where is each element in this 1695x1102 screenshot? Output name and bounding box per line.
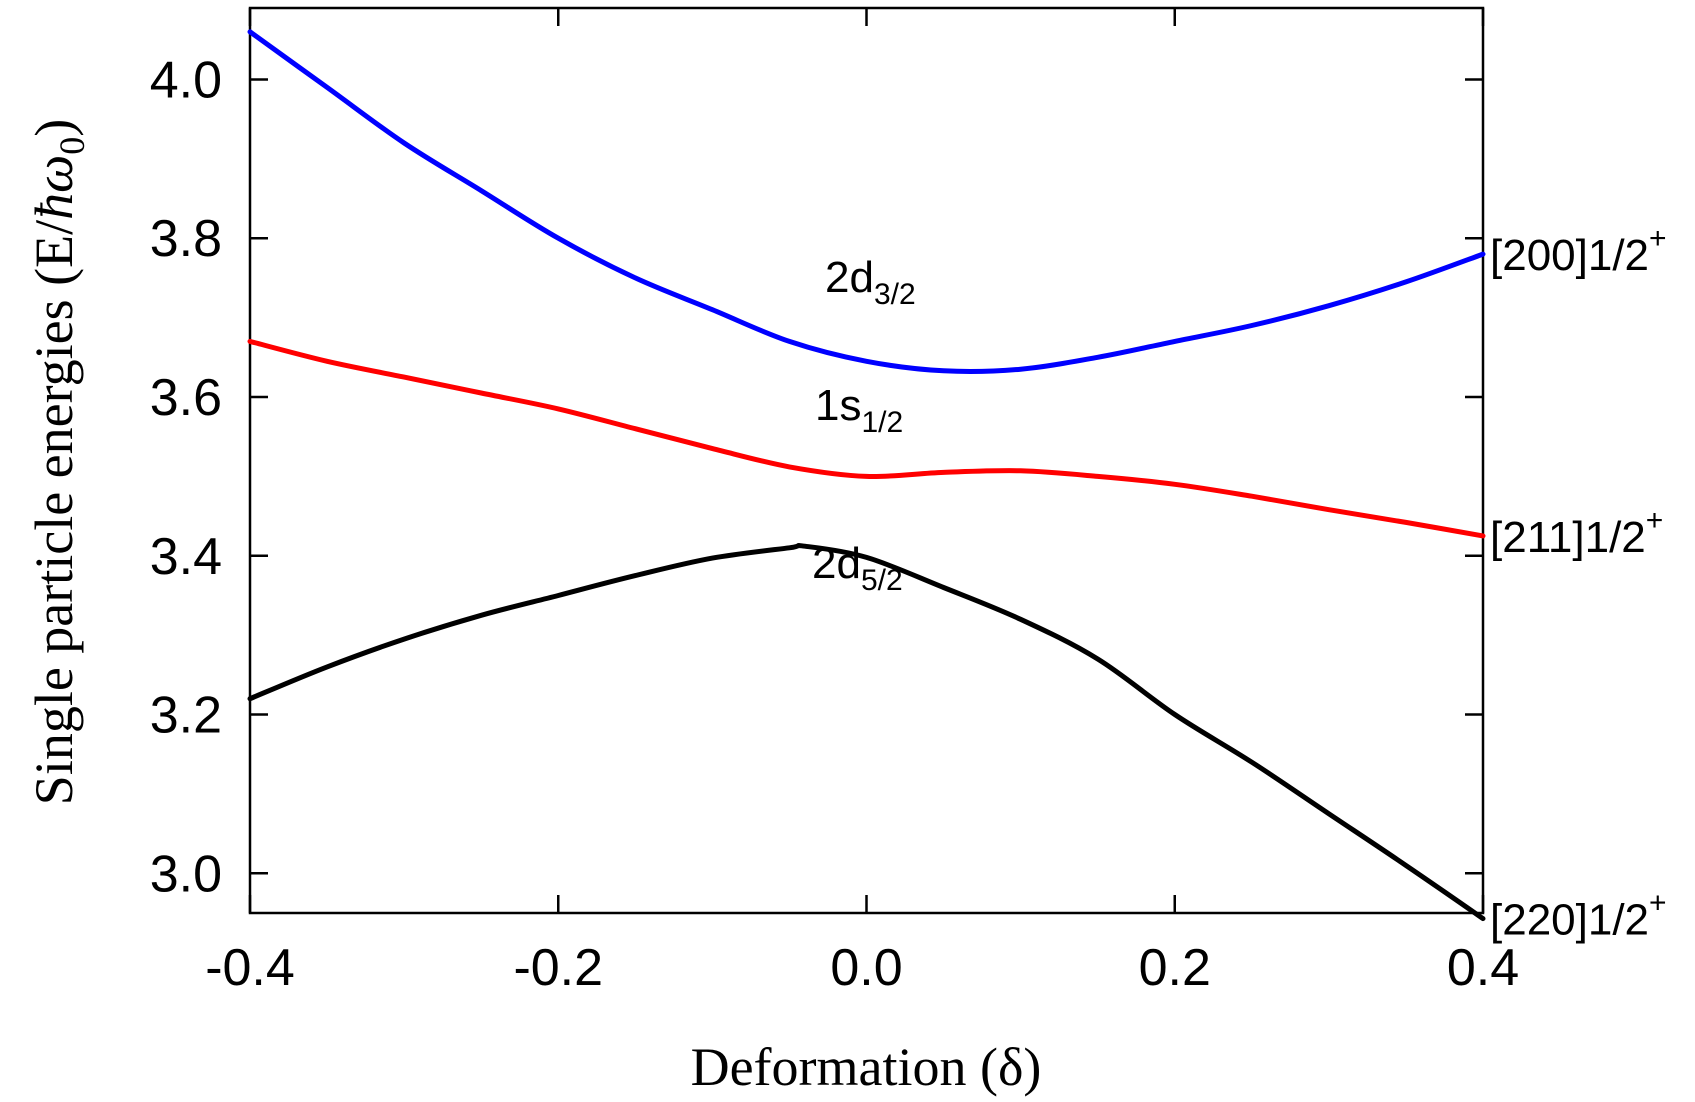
curve-annotations: 2d3/2 1s1/2 2d5/2 [812, 253, 916, 597]
axis-tick-labels: -0.4 -0.2 0.0 0.2 0.4 3.0 3.2 3.4 3.6 3.8 4.0 [150, 51, 1519, 997]
y-axis-title-subscript: 0 [52, 137, 92, 155]
axis-ticks [248, 8, 1485, 913]
series-line-black [247, 542, 1486, 922]
right-end-labels: [200]1/2+ [211]1/2+ [220]1/2+ [1490, 222, 1667, 944]
y-axis-title-symbol: ħω [24, 155, 84, 220]
x-axis-title: Deformation (δ) [691, 1037, 1042, 1097]
y-tick-label: 4.0 [150, 51, 222, 109]
y-axis-title-close: ) [24, 119, 84, 137]
y-tick-label: 3.6 [150, 369, 222, 427]
y-axis-title: Single particle energies (E/ħω0) [24, 119, 92, 805]
x-tick-label: -0.2 [513, 939, 603, 997]
x-tick-label: 0.2 [1139, 939, 1211, 997]
end-label-blue: [200]1/2+ [1490, 222, 1667, 280]
x-tick-label: 0.0 [830, 939, 902, 997]
y-axis-title-text: Single particle energies (E/ [24, 220, 84, 805]
y-tick-label: 3.4 [150, 528, 222, 586]
end-label-black: [220]1/2+ [1490, 887, 1667, 945]
curve-label-blue: 2d3/2 [825, 253, 916, 311]
y-tick-label: 3.2 [150, 687, 222, 745]
series-line-blue [247, 29, 1486, 374]
plot-frame [248, 6, 1485, 915]
series-line-red [247, 338, 1486, 539]
y-axis-title-group: Single particle energies (E/ħω0) [24, 119, 92, 805]
curve-label-black: 2d5/2 [812, 539, 903, 597]
series-lines [247, 29, 1486, 922]
y-tick-label: 3.0 [150, 845, 222, 903]
x-tick-label: -0.4 [205, 939, 295, 997]
y-tick-label: 3.8 [150, 210, 222, 268]
curve-label-red: 1s1/2 [815, 381, 903, 439]
end-label-red: [211]1/2+ [1490, 504, 1663, 562]
x-tick-label: 0.4 [1447, 939, 1519, 997]
